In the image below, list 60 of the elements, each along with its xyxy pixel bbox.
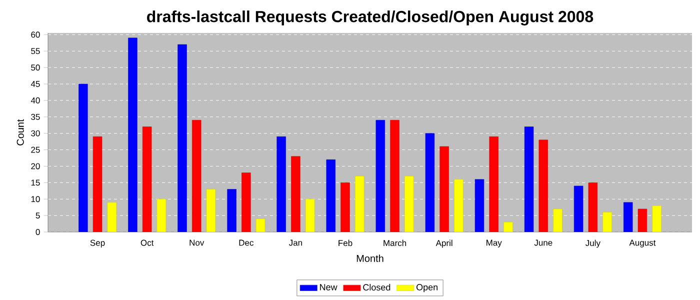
bar xyxy=(638,208,648,232)
y-tick-label: 35 xyxy=(31,114,40,120)
x-tick-label: Sep xyxy=(90,240,105,248)
x-tick-label: Feb xyxy=(338,240,352,246)
y-axis-title: Count xyxy=(16,119,24,146)
x-tick-label: Oct xyxy=(140,240,154,246)
bar xyxy=(538,140,548,232)
chart-title: drafts-lastcall Requests Created/Closed/Open August 2008 xyxy=(147,10,594,26)
bar xyxy=(489,136,498,232)
bar xyxy=(192,120,202,232)
x-tick-label: April xyxy=(436,240,452,248)
bar xyxy=(178,44,187,232)
bar xyxy=(602,212,612,232)
bar xyxy=(652,206,662,232)
y-tick-label: 15 xyxy=(31,180,40,186)
legend-label: New xyxy=(320,284,338,290)
y-tick-label: 20 xyxy=(31,163,40,170)
y-tick-label: 50 xyxy=(31,64,40,71)
bar xyxy=(474,179,484,232)
x-tick-label: August xyxy=(629,240,656,248)
x-tick-label: Jan xyxy=(288,240,302,246)
x-tick-label: Nov xyxy=(190,240,204,246)
x-tick-label: July xyxy=(586,240,600,248)
bar xyxy=(390,120,400,232)
bar xyxy=(404,176,414,232)
bar xyxy=(128,38,138,232)
x-tick-label: Dec xyxy=(239,240,254,246)
bar xyxy=(78,84,88,232)
bar xyxy=(326,159,336,232)
y-tick-label: 5 xyxy=(36,212,40,219)
bar xyxy=(524,126,534,232)
x-tick-label: May xyxy=(486,240,502,248)
bar xyxy=(376,120,386,232)
bar xyxy=(227,189,236,232)
y-tick-label: 25 xyxy=(31,146,40,153)
legend-label: Open xyxy=(416,284,438,292)
x-tick-label: March xyxy=(384,240,406,246)
y-tick-label: 60 xyxy=(31,32,40,38)
x-tick-label: June xyxy=(534,240,552,246)
y-tick-label: 45 xyxy=(30,81,40,87)
bar xyxy=(92,136,102,232)
bar xyxy=(588,182,598,232)
bar xyxy=(623,202,633,232)
bar xyxy=(276,136,286,232)
bar xyxy=(242,172,251,232)
bar xyxy=(142,126,152,232)
y-tick-label: 10 xyxy=(31,196,40,202)
bar xyxy=(291,156,300,232)
y-tick-label: 30 xyxy=(31,130,40,136)
legend-label: Closed xyxy=(363,284,390,291)
x-axis-title: Month xyxy=(356,254,384,262)
bar xyxy=(425,133,435,232)
y-tick-label: 40 xyxy=(30,97,40,104)
y-tick-label: 0 xyxy=(36,229,40,236)
bar xyxy=(454,179,464,232)
bar xyxy=(553,208,562,232)
bar xyxy=(574,186,584,232)
y-tick-label: 55 xyxy=(31,48,40,54)
bar xyxy=(340,182,350,232)
bar xyxy=(440,146,449,232)
